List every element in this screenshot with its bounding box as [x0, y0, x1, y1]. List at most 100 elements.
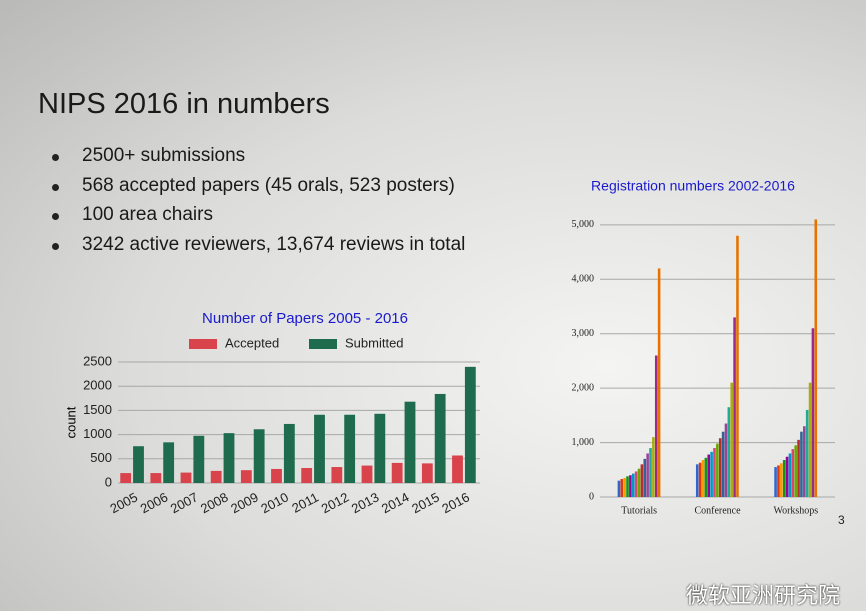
bar — [808, 382, 812, 497]
y-tick-label: 2500 — [83, 353, 112, 368]
x-tick-label: 2010 — [258, 489, 291, 516]
bar — [253, 429, 265, 483]
chart-title: Registration numbers 2002-2016 — [591, 178, 795, 194]
bar — [331, 467, 343, 483]
bar — [120, 473, 132, 483]
bar — [774, 467, 777, 497]
y-tick-label: 1500 — [83, 402, 112, 417]
bar — [391, 462, 403, 483]
x-tick-label: 2011 — [289, 489, 321, 515]
y-tick-label: 500 — [90, 450, 112, 465]
y-tick-label: 2000 — [83, 378, 112, 393]
bar — [301, 467, 313, 483]
x-tick-label: 2012 — [319, 489, 352, 516]
bar — [713, 448, 716, 497]
bullet-list: 2500+ submissions 568 accepted papers (4… — [52, 145, 465, 263]
legend-label: Accepted — [225, 335, 279, 350]
y-tick-label: 5,000 — [572, 219, 595, 230]
x-tick-label: 2007 — [168, 489, 201, 516]
bar — [640, 464, 644, 497]
bar — [210, 470, 222, 483]
bar — [733, 317, 736, 497]
x-tick-label: 2009 — [228, 489, 261, 516]
y-tick-label: 1,000 — [572, 437, 595, 448]
bar — [803, 426, 806, 497]
bar — [464, 366, 476, 483]
bar — [797, 439, 800, 497]
bullet: 100 area chairs — [52, 204, 465, 234]
bar — [240, 470, 252, 483]
x-tick-label: 2005 — [108, 489, 141, 516]
x-tick-label: Tutorials — [621, 505, 657, 516]
x-tick-label: 2014 — [379, 489, 412, 516]
slide-title: NIPS 2016 in numbers — [38, 88, 330, 120]
bar — [223, 433, 235, 483]
chart-title: Number of Papers 2005 - 2016 — [202, 310, 408, 327]
bar — [634, 471, 638, 497]
y-tick-label: 4,000 — [572, 274, 595, 285]
bar — [654, 355, 658, 497]
bar — [695, 464, 699, 497]
bar — [649, 448, 652, 497]
bar — [361, 465, 373, 483]
bar — [704, 457, 708, 497]
bar — [637, 468, 641, 497]
bar — [721, 431, 725, 497]
bar — [777, 465, 780, 497]
bar — [788, 453, 792, 497]
bar — [626, 476, 629, 497]
legend-label: Submitted — [345, 335, 404, 350]
bar — [404, 401, 416, 483]
bar — [150, 473, 162, 483]
bar — [730, 382, 733, 497]
bar — [271, 468, 282, 483]
bar — [782, 459, 786, 497]
bar — [791, 449, 795, 497]
bar — [724, 423, 728, 497]
bar — [780, 463, 783, 497]
bar — [163, 442, 175, 483]
bar — [133, 446, 144, 483]
bar — [716, 443, 719, 497]
bar — [701, 459, 705, 497]
bar — [314, 414, 325, 483]
x-tick-label: Workshops — [773, 505, 818, 516]
bar — [736, 235, 739, 497]
bar — [620, 479, 624, 497]
bar — [718, 438, 722, 497]
bar — [421, 463, 433, 483]
bar — [805, 409, 809, 497]
bar — [193, 435, 205, 483]
bar — [434, 393, 446, 483]
x-tick-label: 2006 — [138, 489, 171, 516]
bullet: 568 accepted papers (45 orals, 523 poste… — [52, 175, 465, 205]
bar — [180, 472, 192, 483]
bar — [631, 473, 635, 497]
bar — [657, 268, 661, 497]
bar — [629, 475, 632, 497]
bar — [814, 219, 818, 497]
x-tick-label: 2008 — [198, 489, 231, 516]
x-tick-label: 2016 — [439, 489, 472, 516]
bar — [698, 462, 702, 497]
x-tick-label: 2015 — [409, 489, 442, 516]
bar — [374, 413, 386, 483]
bar — [643, 458, 647, 497]
x-tick-label: Conference — [694, 505, 741, 516]
page-number: 3 — [838, 513, 845, 527]
bar — [617, 480, 621, 497]
bullet: 2500+ submissions — [52, 145, 465, 175]
watermark: 微软亚洲研究院 — [686, 584, 841, 609]
bar — [794, 445, 797, 497]
bar — [283, 423, 295, 483]
legend-swatch — [189, 339, 217, 349]
bar — [452, 455, 463, 483]
bar — [652, 437, 655, 497]
y-tick-label: 2,000 — [572, 382, 595, 393]
x-tick-label: 2013 — [349, 489, 382, 516]
bar — [707, 454, 711, 497]
bar — [727, 407, 731, 497]
bar — [785, 456, 789, 497]
